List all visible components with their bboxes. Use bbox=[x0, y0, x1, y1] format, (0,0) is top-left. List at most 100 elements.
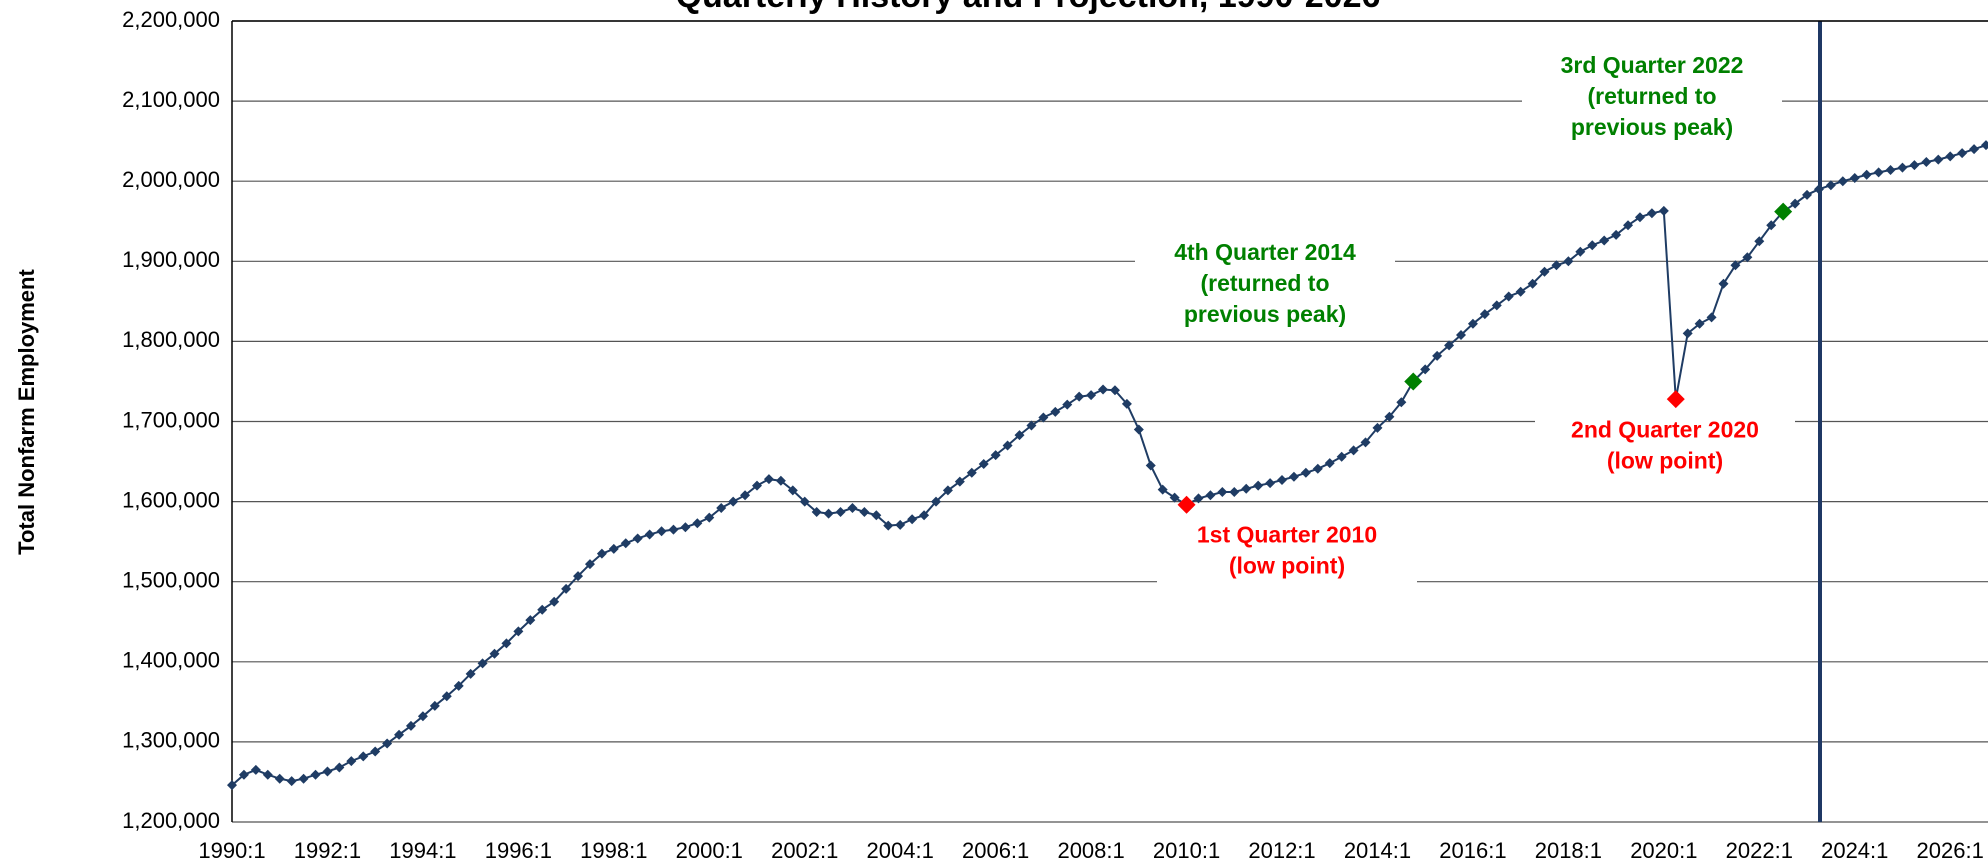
point-marker bbox=[429, 700, 440, 711]
point-marker bbox=[823, 508, 834, 519]
point-marker bbox=[632, 533, 643, 544]
y-tick-label: 1,900,000 bbox=[122, 247, 220, 272]
y-tick-label: 1,400,000 bbox=[122, 648, 220, 673]
point-marker bbox=[1420, 364, 1431, 375]
point-marker bbox=[1837, 176, 1848, 187]
point-marker bbox=[1658, 205, 1669, 216]
point-marker bbox=[1062, 399, 1073, 410]
point-marker bbox=[1551, 260, 1562, 271]
point-marker bbox=[1205, 490, 1216, 501]
point-marker bbox=[489, 648, 500, 659]
x-tick-label: 1994:1 bbox=[389, 838, 456, 863]
point-marker bbox=[1802, 189, 1813, 200]
point-marker bbox=[405, 720, 416, 731]
point-marker bbox=[1730, 260, 1741, 271]
point-marker bbox=[1873, 167, 1884, 178]
point-marker bbox=[1277, 474, 1288, 485]
point-marker bbox=[1455, 329, 1466, 340]
point-marker bbox=[1038, 412, 1049, 423]
point-marker bbox=[1253, 480, 1264, 491]
point-marker bbox=[1467, 318, 1478, 329]
annotation-text: 4th Quarter 2014 bbox=[1174, 239, 1356, 265]
point-marker bbox=[775, 475, 786, 486]
annotation-text: previous peak) bbox=[1571, 114, 1733, 140]
point-marker bbox=[919, 510, 930, 521]
x-tick-label: 2026:1 bbox=[1917, 838, 1984, 863]
point-marker bbox=[417, 711, 428, 722]
x-tick-label: 1992:1 bbox=[294, 838, 361, 863]
point-marker bbox=[477, 658, 488, 669]
x-tick-label: 2014:1 bbox=[1344, 838, 1411, 863]
x-tick-label: 2018:1 bbox=[1535, 838, 1602, 863]
point-marker bbox=[1515, 286, 1526, 297]
point-marker bbox=[1372, 422, 1383, 433]
point-marker bbox=[1014, 430, 1025, 441]
annotation-background bbox=[1535, 414, 1795, 480]
point-marker bbox=[763, 474, 774, 485]
point-marker bbox=[966, 467, 977, 478]
point-marker bbox=[1193, 493, 1204, 504]
point-marker bbox=[1623, 220, 1634, 231]
x-tick-label: 2016:1 bbox=[1439, 838, 1506, 863]
point-marker bbox=[1109, 385, 1120, 396]
highlight-marker bbox=[1404, 372, 1423, 391]
point-marker bbox=[441, 691, 452, 702]
point-marker bbox=[382, 738, 393, 749]
point-marker bbox=[394, 729, 405, 740]
point-marker bbox=[668, 524, 679, 535]
point-marker bbox=[1718, 278, 1729, 289]
y-axis-label: Total Nonfarm Employment bbox=[14, 269, 39, 555]
point-marker bbox=[298, 773, 309, 784]
point-marker bbox=[1813, 184, 1824, 195]
point-marker bbox=[322, 766, 333, 777]
point-marker bbox=[728, 496, 739, 507]
x-tick-label: 2006:1 bbox=[962, 838, 1029, 863]
x-tick-label: 2024:1 bbox=[1821, 838, 1888, 863]
highlight-marker bbox=[1666, 390, 1685, 409]
y-tick-label: 2,200,000 bbox=[122, 7, 220, 32]
point-marker bbox=[1241, 483, 1252, 494]
point-marker bbox=[1527, 278, 1538, 289]
point-marker bbox=[1265, 478, 1276, 489]
point-marker bbox=[1086, 390, 1097, 401]
point-marker bbox=[1133, 424, 1144, 435]
point-marker bbox=[561, 583, 572, 594]
point-marker bbox=[1324, 458, 1335, 469]
annotation-text: 1st Quarter 2010 bbox=[1197, 522, 1377, 548]
point-marker bbox=[453, 680, 464, 691]
point-marker bbox=[1288, 471, 1299, 482]
point-marker bbox=[1026, 420, 1037, 431]
point-marker bbox=[608, 543, 619, 554]
x-tick-label: 2010:1 bbox=[1153, 838, 1220, 863]
point-marker bbox=[1766, 220, 1777, 231]
point-marker bbox=[1897, 162, 1908, 173]
point-marker bbox=[1444, 340, 1455, 351]
annotation-text: (low point) bbox=[1607, 448, 1723, 474]
point-marker bbox=[596, 548, 607, 559]
point-marker bbox=[1121, 398, 1132, 409]
x-tick-label: 2004:1 bbox=[867, 838, 934, 863]
point-marker bbox=[227, 780, 237, 791]
point-marker bbox=[501, 638, 512, 649]
point-marker bbox=[358, 751, 369, 762]
point-marker bbox=[250, 764, 261, 775]
point-marker bbox=[1432, 350, 1443, 361]
x-tick-label: 2020:1 bbox=[1630, 838, 1697, 863]
annotation-text: (returned to bbox=[1200, 270, 1329, 296]
point-marker bbox=[835, 507, 846, 518]
y-tick-label: 1,700,000 bbox=[122, 407, 220, 432]
point-marker bbox=[1945, 151, 1956, 162]
point-marker bbox=[1706, 312, 1717, 323]
point-marker bbox=[334, 762, 345, 773]
point-marker bbox=[680, 522, 691, 533]
point-marker bbox=[1300, 467, 1311, 478]
x-tick-label: 1998:1 bbox=[580, 838, 647, 863]
point-marker bbox=[274, 773, 285, 784]
point-marker bbox=[525, 615, 536, 626]
point-marker bbox=[1981, 140, 1988, 151]
point-marker bbox=[704, 512, 715, 523]
point-marker bbox=[1933, 154, 1944, 165]
x-tick-label: 1996:1 bbox=[485, 838, 552, 863]
point-marker bbox=[513, 626, 524, 637]
point-marker bbox=[644, 529, 655, 540]
